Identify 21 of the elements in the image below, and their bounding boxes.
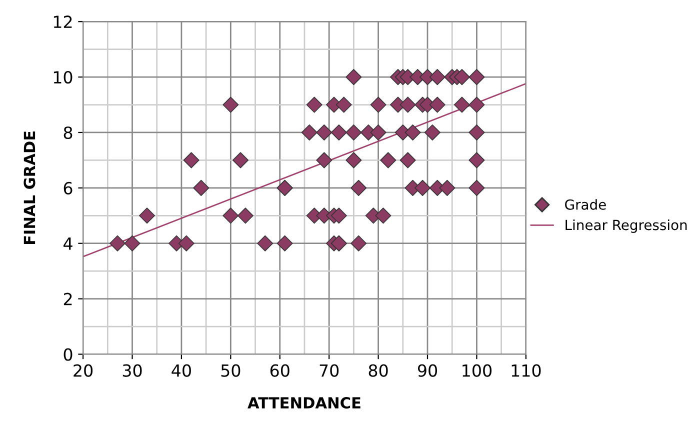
y-tick-label: 6 [64,182,72,194]
y-tick-label: 10 [54,71,72,84]
legend-label: Linear Regression [566,219,687,233]
x-tick-label: 80 [368,364,388,377]
y-axis-title: FINAL GRADE [24,132,36,244]
y-tick-label: 8 [64,126,72,140]
x-tick-label: 50 [221,364,240,377]
y-tick-label: 2 [64,292,72,306]
y-tick-label: 0 [64,348,72,361]
x-tick-label: 30 [122,364,142,377]
y-tick-label: 12 [54,16,72,28]
x-axis-title: ATTENDANCE [248,397,360,409]
x-tick-label: 110 [512,364,541,377]
legend-label: Grade [565,199,606,210]
x-tick-label: 60 [270,364,290,377]
x-tick-label: 70 [320,364,339,377]
y-tick-label: 4 [64,238,72,250]
x-tick-label: 90 [418,364,437,377]
x-tick-label: 20 [74,364,93,377]
x-tick-label: 100 [462,364,492,377]
x-tick-label: 40 [172,364,191,377]
